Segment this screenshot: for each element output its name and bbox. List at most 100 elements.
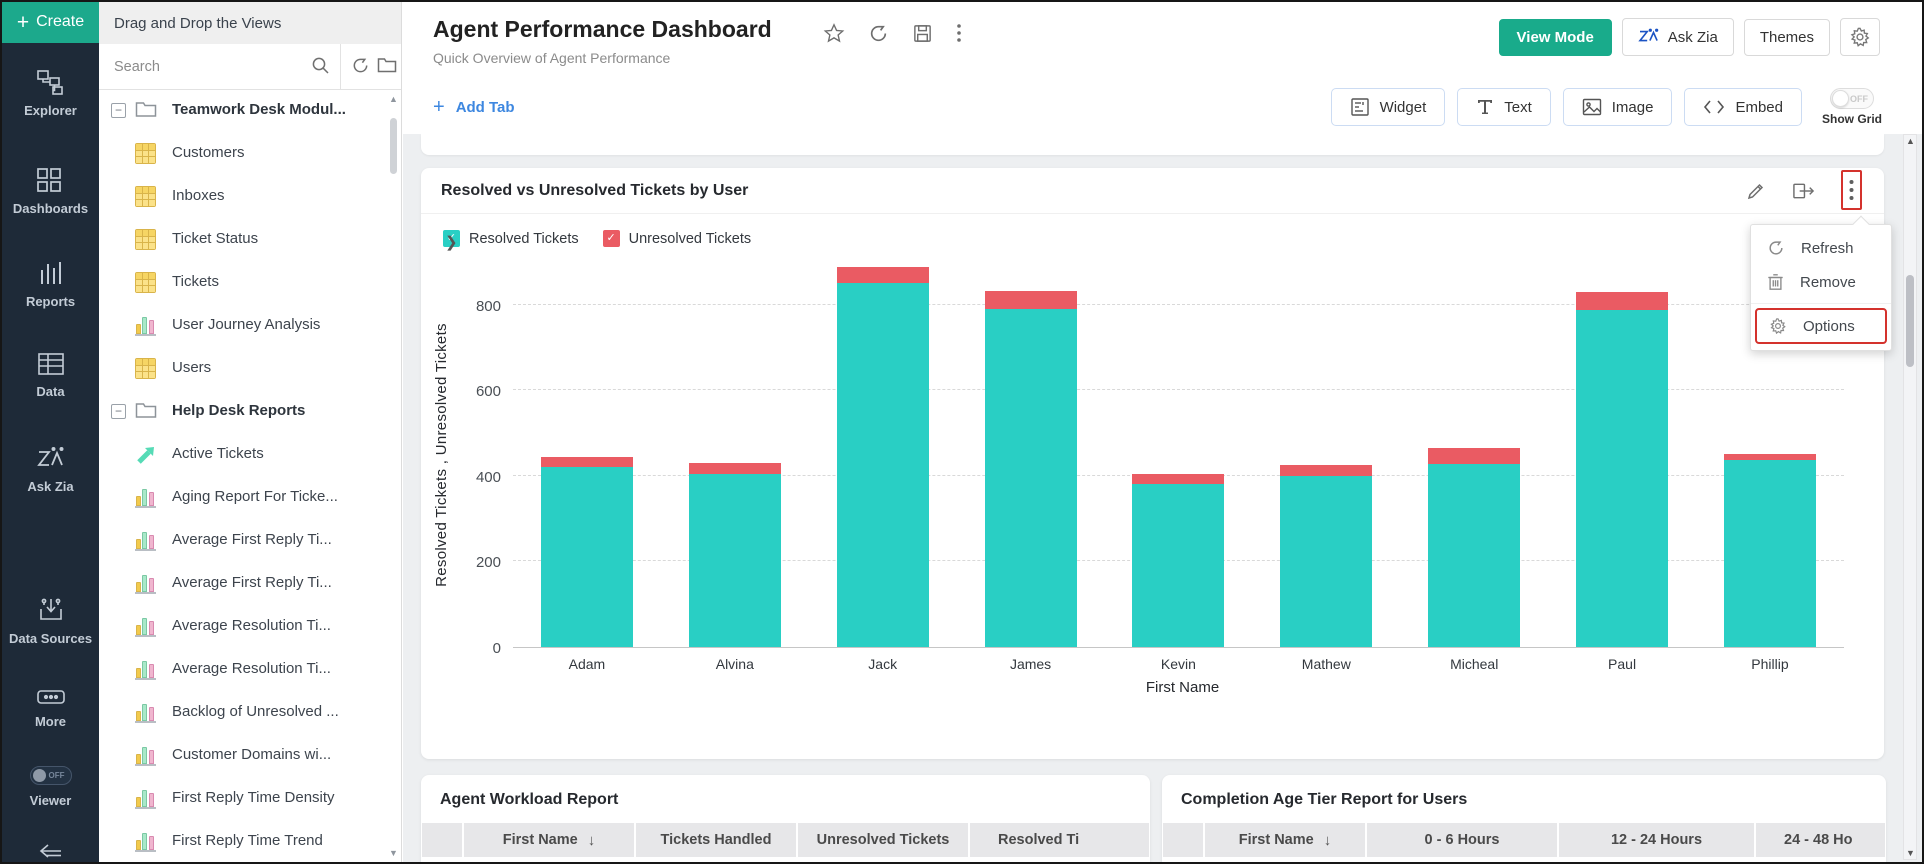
legend-unresolved-tickets[interactable]: ✓ Unresolved Tickets [602,230,751,247]
tree-item-customers[interactable]: Customers [99,133,401,176]
bar-segment-resolved-tickets[interactable] [1280,475,1373,647]
bar-segment-unresolved-tickets[interactable] [984,291,1077,310]
column-header-first-name[interactable]: First Name ↓ [1205,823,1365,857]
chevron-right-icon[interactable]: ❯ [445,234,458,251]
scroll-down-icon[interactable]: ▼ [389,848,398,858]
column-header-0-6-hours[interactable]: 0 - 6 Hours [1367,823,1557,857]
column-header-first-name[interactable]: First Name ↓ [464,823,634,857]
column-header-12-24-hours[interactable]: 12 - 24 Hours [1559,823,1754,857]
bar-phillip[interactable] [1723,263,1816,647]
insert-widget-button[interactable]: Widget [1330,88,1446,126]
sidebar-item-viewer[interactable]: OFF Viewer [29,766,72,810]
sidebar-item-reports[interactable]: Reports [26,260,75,311]
tree-scrollbar[interactable]: ▲ ▼ [388,94,400,858]
sidebar-item-ask-zia[interactable]: Ask Zia [27,445,74,496]
select-column-header[interactable] [1163,823,1203,857]
save-icon[interactable] [912,23,933,44]
bar-segment-unresolved-tickets[interactable] [1132,474,1225,485]
scroll-up-icon[interactable]: ▲ [1906,136,1915,146]
scroll-up-icon[interactable]: ▲ [389,94,398,104]
tree-item-first-reply-time-density[interactable]: First Reply Time Density [99,778,401,821]
tree-item-active-tickets[interactable]: Active Tickets [99,434,401,477]
tree-item-average-first-reply-ti[interactable]: Average First Reply Ti... [99,520,401,563]
bar-alvina[interactable] [688,263,781,647]
scroll-down-icon[interactable]: ▼ [1906,848,1915,858]
sidebar-item-more[interactable]: More [35,688,66,731]
tree-item-aging-report-for-ticke[interactable]: Aging Report For Ticke... [99,477,401,520]
search-input[interactable] [99,58,299,75]
tree-item-user-journey-analysis[interactable]: User Journey Analysis [99,305,401,348]
sort-desc-icon[interactable]: ↓ [1323,831,1332,849]
column-header-resolved-ti[interactable]: Resolved Ti [970,823,1149,857]
sidebar-item-data-sources[interactable]: Data Sources [9,595,92,648]
menu-item-options[interactable]: Options [1757,310,1885,342]
legend-checkbox-icon[interactable]: ✓ [602,230,620,247]
legend-resolved-tickets[interactable]: ✓ Resolved Tickets [443,230,579,247]
bar-segment-resolved-tickets[interactable] [688,473,781,647]
tree-folder-help-desk-reports[interactable]: − Help Desk Reports [99,391,401,434]
bar-segment-unresolved-tickets[interactable] [1428,447,1521,464]
column-header-unresolved-tickets[interactable]: Unresolved Tickets [798,823,968,857]
insert-text-button[interactable]: Text [1457,88,1551,126]
sidebar-item-dashboards[interactable]: Dashboards [13,167,88,218]
bar-segment-unresolved-tickets[interactable] [1576,291,1669,310]
chart-kebab-menu-icon[interactable] [1849,178,1854,202]
tree-item-average-resolution-ti[interactable]: Average Resolution Ti... [99,649,401,692]
tree-item-customer-domains-wi[interactable]: Customer Domains wi... [99,735,401,778]
ask-zia-button[interactable]: Ask Zia [1621,18,1734,56]
bar-micheal[interactable] [1428,263,1521,647]
tree-item-first-reply-time-trend[interactable]: First Reply Time Trend [99,821,401,862]
refresh-dashboard-icon[interactable] [868,23,889,44]
favorite-star-icon[interactable] [823,22,845,44]
insert-embed-button[interactable]: Embed [1684,88,1802,126]
export-view-icon[interactable] [1792,181,1815,201]
main-scrollbar[interactable]: ▲ ▼ [1903,134,1917,860]
more-options-icon[interactable] [956,22,962,44]
bar-kevin[interactable] [1132,263,1225,647]
insert-image-button[interactable]: Image [1562,88,1673,126]
sidebar-collapse-button[interactable] [38,840,64,862]
sidebar-item-explorer[interactable]: Explorer [24,69,77,120]
tree-item-backlog-of-unresolved[interactable]: Backlog of Unresolved ... [99,692,401,735]
bar-james[interactable] [984,263,1077,647]
tree-item-users[interactable]: Users [99,348,401,391]
main-scrollbar-thumb[interactable] [1906,275,1914,367]
bar-segment-unresolved-tickets[interactable] [688,463,781,474]
tree-folder-teamwork-desk-modul[interactable]: − Teamwork Desk Modul... [99,90,401,133]
search-icon[interactable] [311,56,330,80]
menu-item-refresh[interactable]: Refresh [1751,231,1891,265]
collapse-minus-icon[interactable]: − [111,103,126,118]
tree-item-ticket-status[interactable]: Ticket Status [99,219,401,262]
bar-segment-resolved-tickets[interactable] [1132,484,1225,647]
tree-item-tickets[interactable]: Tickets [99,262,401,305]
show-grid-toggle[interactable]: OFF [1830,88,1874,109]
bar-jack[interactable] [836,263,929,647]
tree-item-average-first-reply-ti[interactable]: Average First Reply Ti... [99,563,401,606]
column-header-tickets-handled[interactable]: Tickets Handled [636,823,796,857]
refresh-views-icon[interactable] [351,56,370,80]
themes-button[interactable]: Themes [1743,18,1830,56]
collapse-minus-icon[interactable]: − [111,404,126,419]
bar-mathew[interactable] [1280,263,1373,647]
menu-item-remove[interactable]: Remove [1751,265,1891,299]
bar-segment-resolved-tickets[interactable] [1428,463,1521,647]
tree-item-inboxes[interactable]: Inboxes [99,176,401,219]
settings-button[interactable] [1840,18,1880,56]
edit-pencil-icon[interactable] [1746,181,1766,201]
bar-segment-resolved-tickets[interactable] [984,309,1077,647]
column-header-24-48-ho[interactable]: 24 - 48 Ho [1756,823,1885,857]
tree-item-average-resolution-ti[interactable]: Average Resolution Ti... [99,606,401,649]
bar-segment-unresolved-tickets[interactable] [1280,464,1373,476]
select-column-header[interactable] [422,823,462,857]
create-button[interactable]: + Create [2,2,99,43]
bar-segment-unresolved-tickets[interactable] [1723,453,1816,461]
legend-checkbox-icon[interactable]: ✓ [443,230,460,247]
tree-scrollbar-thumb[interactable] [390,118,397,174]
sidebar-item-data[interactable]: Data [36,352,65,401]
sort-desc-icon[interactable]: ↓ [587,831,596,849]
bar-segment-resolved-tickets[interactable] [1723,460,1816,647]
add-tab-button[interactable]: + Add Tab [433,96,515,119]
viewer-toggle[interactable]: OFF [29,766,72,786]
bar-segment-unresolved-tickets[interactable] [540,456,633,468]
bar-paul[interactable] [1576,263,1669,647]
